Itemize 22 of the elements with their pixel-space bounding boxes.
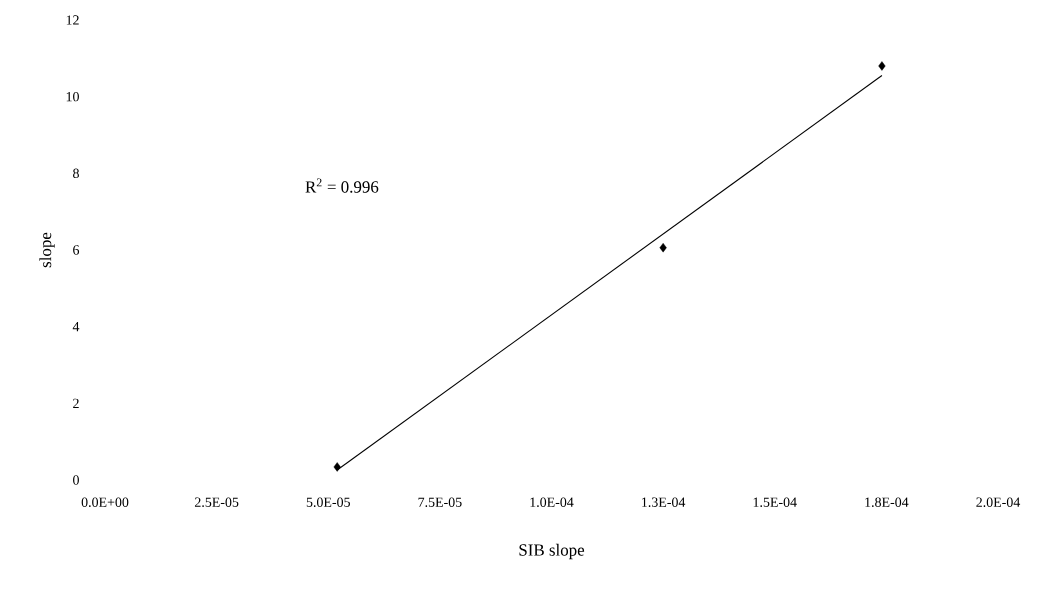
x-tick-label: 2.5E-05 [194,497,239,507]
y-tick-label: 4 [72,322,80,332]
y-tick-label: 6 [73,245,80,255]
y-tick-label: 12 [66,15,79,25]
x-tick-label: 1.8E-04 [865,497,909,507]
point [333,462,341,472]
x-tick-label: 5.0E-05 [306,497,350,507]
y-tick-label: 10 [66,91,79,102]
y-tick-label: 8 [73,168,79,179]
y-axis-title: slope [39,232,55,268]
x-tick-label: 0.0E+00 [81,497,129,507]
x-tick-label: 1.0E-04 [530,497,574,507]
x-axis-title: SIB slope [519,543,585,560]
x-tick-label: 1.3E-04 [642,497,686,507]
x-tick-label: 2.0E-04 [976,497,1021,507]
x-tick-label: 7.5E-05 [418,497,462,507]
x-tick-label: 1.5E-04 [753,497,797,507]
y-tick-label: 0 [73,475,79,485]
point [659,243,667,253]
point [878,61,886,71]
y-tick-label: 2 [73,398,79,408]
annotation: R$^{2}$ = 0.996 [305,178,379,193]
